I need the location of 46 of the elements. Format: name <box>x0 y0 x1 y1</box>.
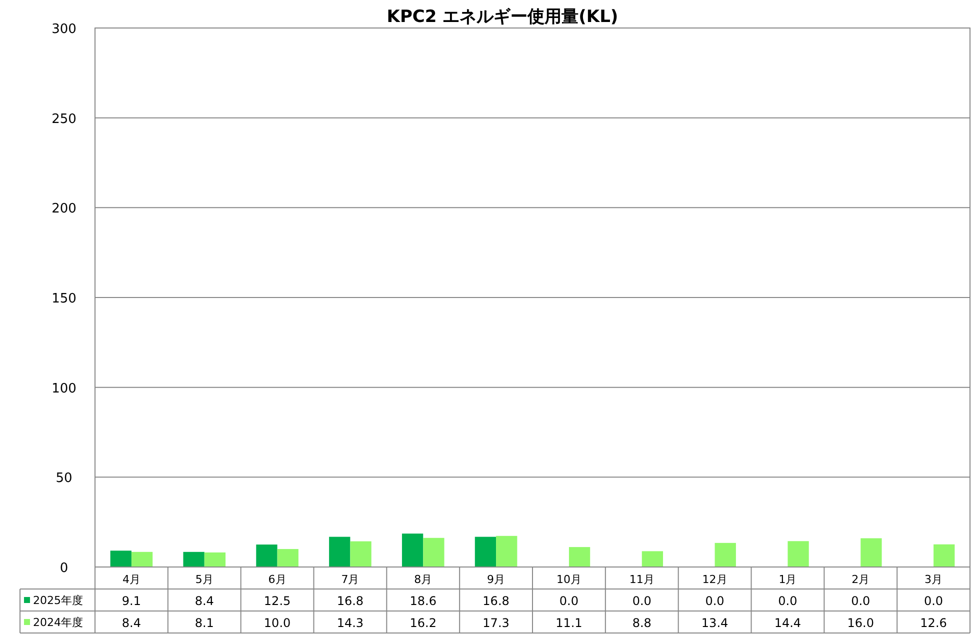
x-tick-label: 9月 <box>487 573 506 586</box>
y-tick-label: 0 <box>60 561 68 576</box>
y-tick-label: 250 <box>52 112 76 127</box>
data-label: 11.1 <box>556 616 582 630</box>
x-tick-label: 11月 <box>629 573 654 586</box>
data-label: 0.0 <box>778 594 798 608</box>
y-tick-label: 300 <box>52 22 76 37</box>
data-label: 12.5 <box>264 594 291 608</box>
data-label: 8.1 <box>194 616 214 630</box>
data-label: 16.8 <box>482 594 510 608</box>
data-label: 14.3 <box>336 616 364 630</box>
x-tick-label: 4月 <box>122 573 140 586</box>
data-label: 0.0 <box>705 594 724 608</box>
data-label: 18.6 <box>410 594 436 608</box>
data-label: 0.0 <box>851 594 870 608</box>
legend-label: 2025年度 <box>33 594 83 607</box>
data-label: 8.4 <box>194 594 214 608</box>
x-tick-label: 2月 <box>852 573 870 586</box>
data-label: 16.2 <box>410 616 436 630</box>
y-tick-label: 200 <box>52 202 76 217</box>
data-label: 17.3 <box>482 616 510 630</box>
data-label: 12.6 <box>920 616 947 630</box>
chart-title: KPC2 エネルギー使用量(KL) <box>386 7 618 27</box>
data-label: 13.4 <box>701 616 728 630</box>
x-tick-label: 10月 <box>556 573 582 586</box>
legend-label: 2024年度 <box>33 616 83 629</box>
data-label: 16.8 <box>336 594 364 608</box>
x-tick-label: 5月 <box>195 573 214 586</box>
data-label: 8.8 <box>632 616 652 630</box>
data-label: 8.4 <box>122 616 142 630</box>
x-tick-label: 6月 <box>268 573 286 586</box>
x-tick-label: 12月 <box>702 573 728 586</box>
x-tick-label: 7月 <box>341 573 360 586</box>
y-tick-label: 50 <box>56 471 72 486</box>
data-label: 0.0 <box>924 594 944 608</box>
x-tick-label: 3月 <box>924 573 943 586</box>
data-label: 16.0 <box>847 616 874 630</box>
x-tick-label: 1月 <box>778 573 797 586</box>
y-tick-label: 150 <box>52 292 76 306</box>
data-label: 9.1 <box>122 594 142 608</box>
data-label: 14.4 <box>774 616 802 630</box>
y-tick-label: 100 <box>52 381 76 396</box>
data-label: 0.0 <box>632 594 652 608</box>
x-tick-label: 8月 <box>414 573 432 586</box>
data-label: 10.0 <box>264 616 291 630</box>
data-label: 0.0 <box>559 594 579 608</box>
